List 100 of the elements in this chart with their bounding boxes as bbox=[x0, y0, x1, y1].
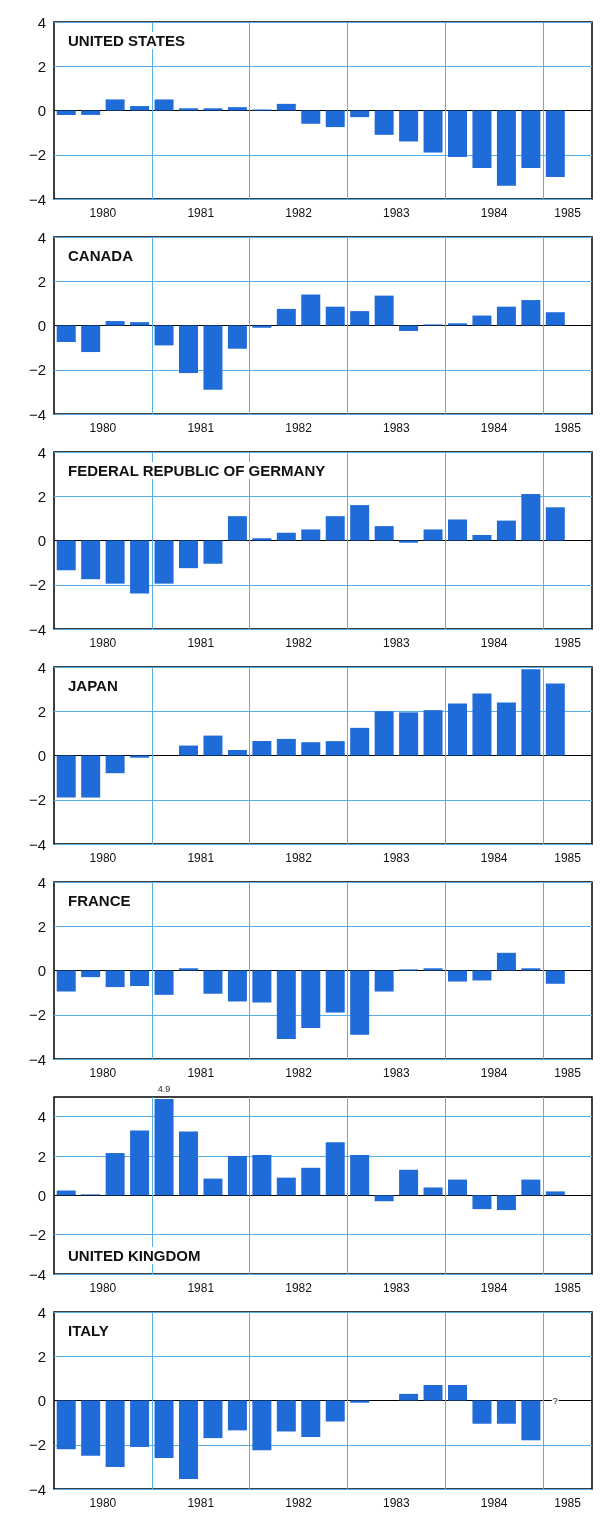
bar bbox=[496, 1400, 516, 1424]
y-tick-label: −2 bbox=[28, 146, 46, 164]
bar bbox=[472, 1400, 492, 1424]
bar bbox=[325, 741, 345, 756]
x-tick-label: 1983 bbox=[383, 206, 411, 220]
x-tick-label: 1980 bbox=[89, 636, 117, 650]
y-tick-label: 4 bbox=[37, 1303, 46, 1321]
bar bbox=[423, 968, 443, 971]
bar bbox=[252, 1400, 272, 1451]
bar bbox=[301, 742, 321, 756]
bar bbox=[130, 1130, 150, 1196]
x-tick-label: 1984 bbox=[480, 636, 508, 650]
x-tick-label: 1982 bbox=[285, 1496, 313, 1510]
x-tick-label: 1982 bbox=[285, 636, 313, 650]
y-tick-label: 2 bbox=[37, 1147, 46, 1165]
bar bbox=[496, 702, 516, 756]
bar bbox=[374, 970, 394, 992]
bar bbox=[496, 952, 516, 971]
bar bbox=[179, 1131, 198, 1196]
bar bbox=[448, 1179, 467, 1196]
bar bbox=[276, 1177, 296, 1196]
y-tick-label: −4 bbox=[28, 405, 46, 423]
bar bbox=[105, 1400, 125, 1467]
bar bbox=[81, 110, 101, 115]
bar bbox=[325, 516, 345, 541]
text: FRANCE bbox=[68, 892, 131, 909]
bar bbox=[105, 1153, 125, 1196]
x-tick-label: 1985 bbox=[554, 1066, 582, 1080]
bar bbox=[374, 1195, 394, 1202]
x-tick-label: 1981 bbox=[187, 1066, 215, 1080]
bar bbox=[448, 519, 467, 541]
bar bbox=[399, 1393, 419, 1401]
bar bbox=[350, 110, 370, 118]
x-tick-label: 1980 bbox=[89, 421, 117, 435]
bar bbox=[56, 970, 76, 992]
bar bbox=[203, 108, 223, 111]
y-tick-label: 2 bbox=[37, 1347, 46, 1365]
bar bbox=[56, 1400, 76, 1450]
bar bbox=[105, 321, 125, 326]
bar bbox=[448, 110, 467, 157]
bar bbox=[325, 970, 345, 1013]
bar bbox=[179, 1400, 198, 1480]
bar bbox=[81, 540, 101, 580]
bar bbox=[350, 970, 370, 1035]
bar bbox=[374, 526, 394, 541]
text: UNITED KINGDOM bbox=[68, 1247, 201, 1264]
x-tick-label: 1980 bbox=[89, 1066, 117, 1080]
bar bbox=[496, 520, 516, 541]
bar bbox=[325, 110, 345, 128]
x-tick-label: 1983 bbox=[383, 1496, 411, 1510]
bar bbox=[521, 669, 541, 756]
text: JAPAN bbox=[68, 677, 118, 694]
bar bbox=[545, 312, 565, 326]
bar bbox=[154, 99, 174, 111]
y-tick-label: 0 bbox=[37, 962, 46, 979]
y-tick-label: −4 bbox=[28, 1050, 46, 1068]
bar bbox=[448, 970, 467, 982]
bar bbox=[521, 300, 541, 326]
y-tick-label: −4 bbox=[28, 835, 46, 853]
x-tick-label: 1980 bbox=[89, 1496, 117, 1510]
bar bbox=[276, 308, 296, 326]
y-tick-label: 2 bbox=[37, 487, 46, 505]
y-tick-label: 4 bbox=[37, 1108, 46, 1126]
y-tick-label: 4 bbox=[37, 658, 46, 676]
bar bbox=[130, 106, 150, 111]
bar bbox=[227, 1400, 247, 1431]
y-tick-label: −4 bbox=[28, 190, 46, 208]
bar bbox=[105, 540, 125, 584]
bar bbox=[276, 103, 296, 111]
bar bbox=[203, 735, 223, 756]
bar bbox=[276, 532, 296, 541]
x-tick-label: 1985 bbox=[554, 636, 582, 650]
bar bbox=[252, 970, 272, 1003]
bar bbox=[472, 1195, 492, 1210]
bar bbox=[325, 1400, 345, 1422]
bar bbox=[252, 741, 272, 756]
bar bbox=[399, 110, 419, 142]
data-label: 4.9 bbox=[157, 1084, 171, 1095]
bar bbox=[301, 294, 321, 326]
bar bbox=[203, 1400, 223, 1439]
x-tick-label: 1981 bbox=[187, 206, 215, 220]
y-tick-label: 0 bbox=[37, 532, 46, 549]
bar bbox=[301, 1167, 321, 1196]
bar bbox=[374, 110, 394, 135]
bar bbox=[154, 970, 174, 995]
x-tick-label: 1981 bbox=[187, 1496, 215, 1510]
bar bbox=[130, 1400, 150, 1447]
text: UNITED STATES bbox=[68, 32, 185, 49]
x-tick-label: 1985 bbox=[554, 1496, 582, 1510]
bar bbox=[399, 325, 419, 332]
bar bbox=[423, 710, 443, 756]
bar bbox=[521, 1179, 541, 1196]
bar bbox=[203, 1178, 223, 1196]
x-tick-label: 1982 bbox=[285, 1281, 313, 1295]
bar bbox=[545, 683, 565, 756]
bar bbox=[105, 99, 125, 111]
annotation: ? bbox=[552, 1395, 558, 1406]
bar bbox=[56, 540, 76, 571]
bar bbox=[374, 711, 394, 756]
bar bbox=[496, 110, 516, 186]
